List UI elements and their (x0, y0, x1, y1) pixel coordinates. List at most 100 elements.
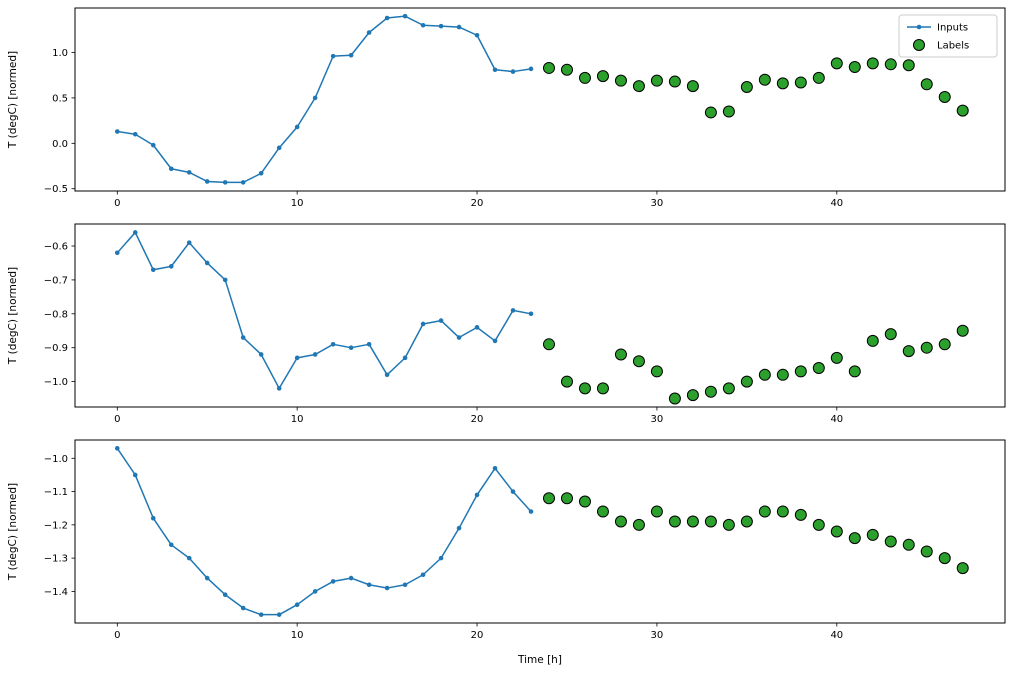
inputs-marker (420, 22, 426, 28)
inputs-marker (384, 585, 390, 591)
x-tick-label: 10 (291, 414, 304, 425)
y-tick-label: −1.2 (44, 520, 68, 531)
inputs-marker (420, 321, 426, 327)
inputs-marker (366, 582, 372, 588)
labels-marker (650, 505, 663, 518)
labels-marker (902, 345, 915, 358)
y-tick-label: −0.9 (44, 343, 68, 354)
labels-marker (902, 538, 915, 551)
labels-marker (758, 368, 771, 381)
x-tick-label: 0 (114, 414, 120, 425)
inputs-marker (456, 24, 462, 30)
inputs-marker (438, 555, 444, 561)
inputs-marker (276, 145, 282, 151)
y-tick-label: −0.6 (44, 242, 68, 253)
inputs-marker (168, 166, 174, 172)
inputs-marker (528, 509, 534, 514)
inputs-marker (240, 605, 246, 611)
x-tick-label: 0 (114, 630, 120, 641)
labels-marker (866, 528, 879, 541)
labels-marker (740, 515, 753, 528)
labels-marker (704, 106, 717, 119)
labels-marker (938, 552, 951, 565)
inputs-marker (258, 170, 264, 176)
labels-marker (866, 334, 879, 347)
labels-marker (542, 338, 555, 351)
x-tick-label: 40 (830, 198, 843, 209)
labels-marker (938, 338, 951, 351)
inputs-marker (168, 264, 174, 269)
inputs-marker (312, 589, 318, 594)
inputs-marker (222, 180, 228, 185)
y-tick-label: 0.0 (52, 139, 68, 150)
labels-marker (614, 515, 627, 528)
inputs-marker (114, 129, 120, 134)
labels-marker (596, 382, 609, 395)
labels-marker (776, 505, 789, 518)
labels-marker (776, 368, 789, 381)
inputs-marker (456, 525, 462, 531)
inputs-marker (384, 372, 390, 378)
x-tick-label: 30 (651, 414, 664, 425)
labels-marker (686, 80, 699, 93)
labels-marker (542, 492, 555, 505)
inputs-marker (330, 53, 336, 59)
labels-marker (884, 535, 897, 548)
inputs-marker (510, 308, 516, 313)
inputs-marker (294, 602, 300, 607)
inputs-marker (312, 95, 318, 101)
inputs-marker (438, 23, 444, 29)
labels-marker (794, 508, 807, 521)
x-tick-label: 30 (651, 198, 664, 209)
labels-marker (740, 375, 753, 388)
inputs-marker (204, 179, 210, 184)
inputs-marker (276, 612, 282, 617)
labels-marker (596, 505, 609, 518)
inputs-marker (474, 492, 480, 498)
inputs-marker (402, 13, 408, 19)
inputs-marker (402, 355, 408, 361)
x-tick-label: 40 (830, 630, 843, 641)
legend: Inputs Labels (898, 14, 998, 58)
labels-marker (578, 382, 591, 395)
y-axis-label: T (degC) [normed] (7, 51, 19, 149)
x-tick-label: 30 (651, 630, 664, 641)
labels-marker (704, 385, 717, 398)
inputs-line (117, 15, 532, 184)
axes-spines (74, 7, 1006, 192)
labels-marker (560, 492, 573, 505)
labels-marker (884, 58, 897, 71)
labels-marker (650, 365, 663, 378)
inputs-marker (150, 267, 156, 273)
labels-marker (650, 74, 663, 87)
labels-marker (668, 75, 681, 88)
inputs-marker (150, 515, 156, 521)
x-tick-label: 10 (291, 630, 304, 641)
labels-marker (632, 518, 645, 531)
labels-marker (722, 382, 735, 395)
labels-marker (956, 104, 969, 117)
x-axis-label: Time [h] (517, 654, 562, 666)
labels-marker (902, 59, 915, 72)
labels-marker (812, 362, 825, 375)
labels-marker (956, 324, 969, 337)
labels-marker (812, 518, 825, 531)
inputs-marker (366, 342, 372, 347)
inputs-marker (294, 355, 300, 361)
inputs-marker (528, 66, 534, 72)
labels-marker (848, 365, 861, 378)
labels-marker (632, 355, 645, 368)
inputs-marker (510, 489, 516, 494)
inputs-marker (492, 338, 498, 344)
labels-marker (614, 348, 627, 361)
y-tick-label: 0.5 (52, 93, 68, 104)
labels-marker (758, 505, 771, 518)
labels-marker (830, 525, 843, 538)
inputs-line (116, 231, 532, 390)
inputs-marker (132, 131, 138, 137)
inputs-marker (150, 142, 156, 148)
inputs-marker (456, 335, 462, 340)
labels-marker (596, 70, 609, 83)
y-tick-label: −0.8 (44, 309, 68, 320)
